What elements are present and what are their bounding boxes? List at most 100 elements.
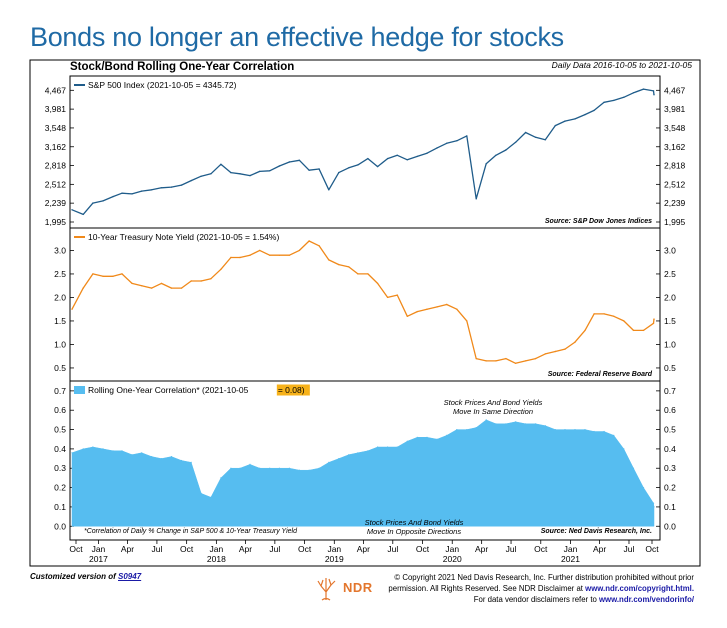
data-point <box>200 175 202 177</box>
data-point <box>495 423 497 425</box>
ytick-label-right: 1,995 <box>664 217 686 227</box>
xtick-label: Jan <box>92 544 106 554</box>
ytick-label-left: 3.0 <box>54 245 66 255</box>
data-point <box>269 170 271 172</box>
data-point <box>259 249 261 252</box>
copyright-line2: permission. All Rights Reserved. See NDR… <box>374 583 694 594</box>
chart-frame <box>29 59 701 567</box>
data-point <box>151 189 153 191</box>
data-point <box>102 200 104 202</box>
ndr-logo-text: NDR <box>343 580 373 595</box>
ytick-label-left: 3,981 <box>45 104 67 114</box>
legend-label: 10-Year Treasury Note Yield (2021-10-05 … <box>88 232 279 242</box>
data-point <box>446 142 448 144</box>
data-point <box>160 187 163 189</box>
data-point <box>121 192 123 194</box>
data-point <box>584 429 586 431</box>
data-point <box>574 118 576 120</box>
data-point <box>632 467 635 469</box>
data-point <box>210 278 212 280</box>
data-point <box>623 320 625 322</box>
annotation-bottom-line2: Move In Opposite Directions <box>367 527 461 536</box>
ytick-label-left: 1,995 <box>45 217 67 227</box>
data-point <box>249 254 251 256</box>
data-point <box>593 109 595 112</box>
data-point <box>121 450 123 452</box>
data-point <box>514 141 517 143</box>
data-point <box>396 294 398 296</box>
data-point <box>544 425 546 427</box>
data-point <box>318 168 320 170</box>
data-point <box>102 448 104 450</box>
data-point <box>376 165 379 168</box>
data-point <box>308 169 310 171</box>
xtick-label: Jan <box>445 544 459 554</box>
data-point <box>298 249 301 252</box>
copyright-line1: © Copyright 2021 Ned Davis Research, Inc… <box>394 573 694 582</box>
data-point <box>367 450 369 452</box>
year-label: 2021 <box>561 554 580 564</box>
data-point <box>485 360 487 362</box>
legend-swatch <box>74 236 85 238</box>
data-point <box>71 452 73 454</box>
data-point <box>603 430 605 433</box>
annotation-top-line2: Move In Same Direction <box>453 407 533 416</box>
data-point <box>485 163 487 165</box>
data-point <box>357 273 359 275</box>
data-point <box>141 190 143 192</box>
legend-swatch <box>74 84 85 86</box>
ytick-label-left: 1.5 <box>54 316 66 326</box>
data-point <box>367 273 369 275</box>
ytick-label-left: 2.5 <box>54 269 66 279</box>
data-point <box>151 456 153 458</box>
data-point <box>141 452 143 454</box>
xtick-label: Oct <box>534 544 548 554</box>
xtick-label: Jan <box>210 544 224 554</box>
data-point <box>564 429 566 431</box>
data-point <box>613 315 615 317</box>
legend-label: S&P 500 Index (2021-10-05 = 4345.72) <box>88 80 237 90</box>
data-point <box>112 450 114 452</box>
copyright-link[interactable]: www.ndr.com/copyright.html. <box>585 584 694 593</box>
annotation-same-direction: Stock Prices And Bond Yields Move In Sam… <box>444 398 543 416</box>
ytick-label-right: 0.7 <box>664 386 676 396</box>
xtick-label: Oct <box>416 544 430 554</box>
data-point <box>593 430 595 433</box>
data-point <box>416 310 418 313</box>
data-point <box>456 140 458 142</box>
data-point <box>180 184 183 186</box>
data-point <box>603 313 605 315</box>
data-point <box>387 446 389 448</box>
data-point <box>377 446 379 448</box>
ytick-label-left: 3,548 <box>45 123 67 133</box>
data-point <box>406 159 408 161</box>
data-point <box>584 113 586 116</box>
chart-title: Stock/Bond Rolling One-Year Correlation <box>70 61 294 73</box>
data-point <box>446 303 448 306</box>
xtick-label: Jul <box>624 544 635 554</box>
customized-code-link[interactable]: S0947 <box>118 572 142 581</box>
data-point <box>288 254 291 256</box>
data-point <box>170 456 173 458</box>
ytick-label-right: 0.3 <box>664 463 676 473</box>
data-point <box>406 315 408 317</box>
data-point <box>220 163 222 165</box>
data-point <box>376 282 379 285</box>
ytick-label-right: 2,818 <box>664 161 686 171</box>
vendorinfo-link[interactable]: www.ndr.com/vendorinfo/ <box>598 595 694 604</box>
data-point <box>466 429 468 431</box>
ytick-label-right: 0.6 <box>664 405 676 415</box>
xtick-label: Jul <box>387 544 398 554</box>
copyright-line3-text: For data vendor disclaimers refer to <box>473 595 599 604</box>
headline: Bonds no longer an effective hedge for s… <box>30 22 564 52</box>
ytick-label-left: 0.6 <box>54 405 66 415</box>
xtick-label: Oct <box>645 544 659 554</box>
source-note: Source: Ned Davis Research, Inc. <box>541 528 652 535</box>
xtick-label: Apr <box>357 544 370 554</box>
data-point <box>269 254 271 256</box>
data-point <box>436 438 438 440</box>
data-point <box>574 429 576 431</box>
legend-value: = 0.08) <box>278 385 305 395</box>
data-point <box>112 275 114 277</box>
data-point <box>141 285 143 287</box>
